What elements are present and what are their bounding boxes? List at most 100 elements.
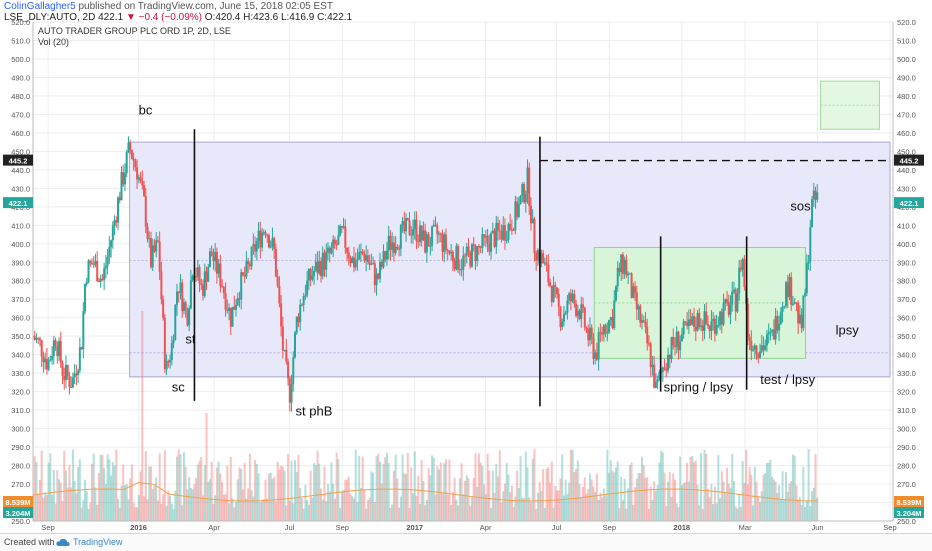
volume-bar [464,480,467,521]
candle-body [444,234,447,251]
x-tick-label: Apr [480,523,492,532]
volume-bar [103,468,106,521]
volume-bar [627,488,630,521]
volume-bar [313,463,316,521]
candle-body [606,332,609,334]
volume-bar [625,508,628,521]
volume-bar [696,484,699,521]
candle-body [339,226,342,236]
volume-bar [290,460,293,521]
volume-bar [483,484,486,521]
left-tick-label: 370.0 [11,295,30,304]
volume-bar [516,470,519,521]
volume-bar [411,493,414,521]
candle-body [269,246,272,248]
candle-body [526,167,529,194]
candle-body [804,292,807,296]
candle-body [519,195,522,205]
price-tag-422-left-bg [3,197,33,209]
candle-body [127,142,130,153]
volume-bar [300,498,303,521]
volume-bar [571,449,574,521]
candle-body [148,238,151,240]
volume-bar [693,462,696,521]
candle-body [564,312,567,315]
volume-bar [401,454,404,521]
vol-tag-high-left: 8.539M [5,498,30,507]
price-chart[interactable]: 520.0 520.0 510.0 510.0 500.0 500.0 490.0 490.0… [0,0,932,533]
candle-body [535,253,538,261]
volume-bar [399,496,402,521]
volume-bar [113,465,116,521]
candle-body [706,323,709,326]
candle-body [217,263,220,274]
candle-body [73,373,76,378]
volume-bar [160,503,163,521]
candle-body [483,234,486,238]
volume-bar [741,461,744,521]
volume-bar [500,502,503,521]
tradingview-brand[interactable]: TradingView [73,537,123,547]
author-link[interactable]: ColinGallagher5 [4,1,76,12]
volume-bar [398,507,401,521]
candle-body [805,263,808,293]
volume-bar [405,474,408,521]
candle-body [229,307,232,327]
candle-body [347,252,350,259]
volume-bar [354,449,357,521]
volume-bar [656,485,659,521]
candle-body [198,267,201,284]
candle-body [795,302,798,304]
volume-bar [750,474,753,521]
candle-body [587,328,590,341]
volume-bar [307,504,310,521]
candle-body [398,248,401,250]
candle-body [651,364,654,368]
candle-body [167,361,170,363]
candle-body [392,242,395,253]
left-tick-label: 390.0 [11,258,30,267]
candle-body [299,304,302,323]
candle-body [110,240,113,248]
candle-body [184,302,187,311]
candle-body [517,204,520,217]
candle-body [425,234,428,253]
volume-bar [415,495,418,521]
candle-body [729,304,732,315]
candle-body [52,340,55,356]
volume-bar [481,465,484,521]
volume-bar [148,466,151,521]
candle-body [243,274,246,277]
candle-body [208,251,211,268]
volume-bar [753,466,756,521]
candle-body [726,299,729,302]
volume-bar [493,492,496,521]
candle-body [306,280,309,296]
volume-bar [451,492,454,521]
volume-bar [106,454,109,521]
volume-bar [328,491,331,521]
candle-body [661,367,664,372]
left-tick-label: 400.0 [11,240,30,249]
right-tick-label: 410.0 [897,221,916,230]
candle-body [434,224,437,226]
volume-bar [342,489,345,521]
volume-bar [578,483,581,521]
candle-body [70,386,73,388]
candle-body [727,301,730,315]
candle-body [389,235,392,250]
candle-body [221,286,224,288]
left-tick-label: 360.0 [11,314,30,323]
candle-body [224,293,227,310]
candle-body [302,295,305,306]
candle-body [172,339,175,344]
left-tick-label: 280.0 [11,462,30,471]
candle-body [420,225,423,241]
volume-bar [680,485,683,521]
volume-bar [370,471,373,521]
volume-bar [703,449,706,521]
candle-body [304,295,307,297]
annotation-label: sos [790,199,811,214]
volume-bar [649,486,652,521]
candle-body [207,267,210,282]
